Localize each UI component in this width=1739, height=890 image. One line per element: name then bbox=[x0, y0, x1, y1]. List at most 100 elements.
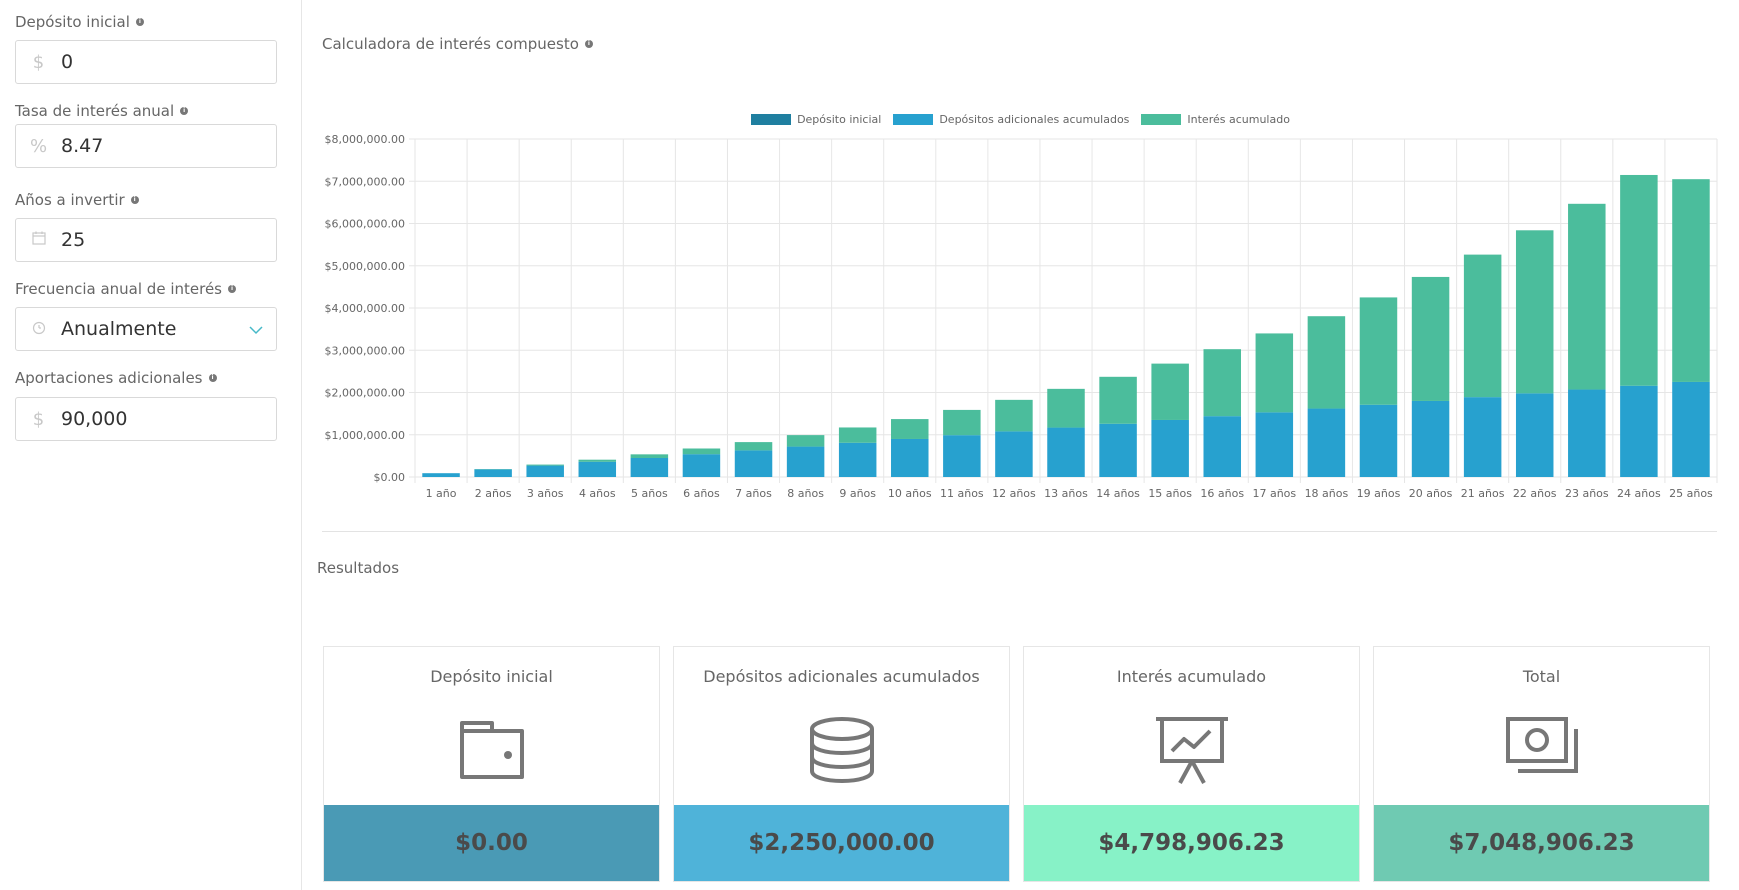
bar-segment bbox=[1151, 363, 1189, 420]
bar-segment bbox=[1099, 423, 1137, 477]
bar-segment bbox=[682, 448, 721, 455]
contributions-label: Aportaciones adicionales i bbox=[15, 369, 217, 387]
x-tick-label: 4 años bbox=[579, 487, 616, 500]
bar-segment bbox=[474, 469, 512, 477]
bar-segment bbox=[1203, 416, 1241, 477]
bar-segment bbox=[1255, 333, 1294, 413]
bar-segment bbox=[995, 431, 1033, 477]
chart-legend: Depósito inicial Depósitos adicionales a… bbox=[302, 113, 1739, 126]
y-tick-label: $7,000,000.00 bbox=[325, 175, 405, 188]
chart-section-title: Calculadora de interés compuesto i bbox=[322, 35, 593, 53]
bar-segment bbox=[1411, 400, 1450, 477]
initial-deposit-value[interactable]: 0 bbox=[61, 51, 74, 73]
bar-segment bbox=[838, 427, 877, 443]
years-field[interactable]: 25 bbox=[15, 218, 277, 262]
bar-segment bbox=[1568, 389, 1606, 477]
y-tick-label: $2,000,000.00 bbox=[325, 387, 405, 400]
bar-segment bbox=[1672, 179, 1710, 382]
interest-rate-label: Tasa de interés anual i bbox=[15, 102, 189, 120]
bar-segment bbox=[1203, 349, 1241, 417]
result-card-interest: Interés acumulado $4,798,906.23 bbox=[1023, 646, 1360, 882]
x-tick-label: 7 años bbox=[735, 487, 772, 500]
y-tick-label: $4,000,000.00 bbox=[325, 302, 405, 315]
info-icon[interactable]: i bbox=[135, 18, 144, 26]
bar-segment bbox=[1099, 376, 1137, 424]
contributions-field[interactable]: $ 90,000 bbox=[15, 397, 277, 441]
x-tick-label: 14 años bbox=[1096, 487, 1140, 500]
initial-deposit-field[interactable]: $ 0 bbox=[15, 40, 277, 84]
frequency-select[interactable]: Anualmente bbox=[15, 307, 277, 351]
bar-segment bbox=[1620, 385, 1658, 477]
contributions-value[interactable]: 90,000 bbox=[61, 408, 128, 430]
bar-segment bbox=[1515, 230, 1554, 394]
bar-segment bbox=[578, 459, 617, 462]
info-icon[interactable]: i bbox=[180, 107, 189, 115]
bar-segment bbox=[1463, 397, 1502, 477]
settings-sidebar: Depósito inicial i $ 0 Tasa de interés a… bbox=[0, 0, 302, 890]
x-tick-label: 3 años bbox=[527, 487, 564, 500]
y-tick-label: $0.00 bbox=[374, 471, 406, 484]
bar-segment bbox=[1620, 174, 1658, 386]
bar-segment bbox=[1463, 254, 1502, 398]
x-tick-label: 17 años bbox=[1252, 487, 1296, 500]
dollar-icon: $ bbox=[32, 408, 45, 430]
chevron-down-icon[interactable] bbox=[236, 320, 276, 339]
interest-rate-field[interactable]: % 8.47 bbox=[15, 124, 277, 168]
x-tick-label: 22 años bbox=[1513, 487, 1557, 500]
bar-segment bbox=[943, 435, 981, 477]
y-tick-label: $3,000,000.00 bbox=[325, 344, 405, 357]
calendar-icon bbox=[16, 230, 61, 251]
x-tick-label: 1 año bbox=[426, 487, 457, 500]
bar-segment bbox=[1515, 393, 1554, 477]
card-title: Total bbox=[1522, 667, 1561, 686]
card-title: Interés acumulado bbox=[1116, 667, 1267, 686]
legend-item-contributions[interactable]: Depósitos adicionales acumulados bbox=[893, 113, 1129, 126]
card-value: $7,048,906.23 bbox=[1374, 805, 1709, 881]
bar-segment bbox=[995, 399, 1033, 432]
money-bill-icon bbox=[1374, 715, 1709, 781]
x-tick-label: 25 años bbox=[1669, 487, 1713, 500]
bar-segment bbox=[578, 461, 617, 477]
card-title: Depósito inicial bbox=[430, 667, 553, 686]
bar-segment bbox=[1151, 419, 1189, 477]
initial-deposit-label: Depósito inicial i bbox=[15, 13, 144, 31]
card-value: $2,250,000.00 bbox=[674, 805, 1009, 881]
bar-segment bbox=[1359, 297, 1398, 405]
info-icon[interactable]: i bbox=[584, 40, 593, 48]
frequency-label: Frecuencia anual de interés i bbox=[15, 280, 236, 298]
x-tick-label: 23 años bbox=[1565, 487, 1609, 500]
frequency-value[interactable]: Anualmente bbox=[61, 318, 177, 340]
x-tick-label: 2 años bbox=[475, 487, 512, 500]
years-label: Años a invertir i bbox=[15, 191, 139, 209]
bar-segment bbox=[526, 465, 564, 477]
presentation-chart-icon bbox=[1024, 715, 1359, 785]
info-icon[interactable]: i bbox=[227, 285, 236, 293]
info-icon[interactable]: i bbox=[208, 374, 217, 382]
x-tick-label: 8 años bbox=[787, 487, 824, 500]
legend-swatch bbox=[751, 114, 792, 125]
legend-item-interest[interactable]: Interés acumulado bbox=[1141, 113, 1290, 126]
bar-segment bbox=[734, 442, 773, 451]
wallet-icon bbox=[324, 715, 659, 783]
x-tick-label: 21 años bbox=[1461, 487, 1505, 500]
bar-segment bbox=[838, 442, 877, 477]
bar-segment bbox=[630, 454, 669, 458]
main-panel: Calculadora de interés compuesto i Depós… bbox=[302, 0, 1739, 890]
bar-segment bbox=[630, 457, 669, 477]
result-card-initial: Depósito inicial $0.00 bbox=[323, 646, 660, 882]
info-icon[interactable]: i bbox=[130, 196, 139, 204]
dollar-icon: $ bbox=[32, 51, 45, 73]
clock-icon bbox=[16, 319, 61, 340]
y-tick-label: $8,000,000.00 bbox=[325, 133, 405, 146]
bar-segment bbox=[891, 438, 929, 477]
stacked-bar-chart: $0.00 $1,000,000.00 $2,000,000.00 $3,000,00… bbox=[325, 133, 1718, 500]
bar-segment bbox=[943, 409, 981, 436]
bar-segment bbox=[734, 450, 773, 477]
result-card-contributions: Depósitos adicionales acumulados $2,250,… bbox=[673, 646, 1010, 882]
interest-rate-value[interactable]: 8.47 bbox=[61, 135, 104, 157]
years-value[interactable]: 25 bbox=[61, 229, 86, 251]
legend-item-initial[interactable]: Depósito inicial bbox=[751, 113, 881, 126]
x-tick-label: 5 años bbox=[631, 487, 668, 500]
x-tick-label: 19 años bbox=[1357, 487, 1401, 500]
bar-segment bbox=[1307, 316, 1346, 409]
